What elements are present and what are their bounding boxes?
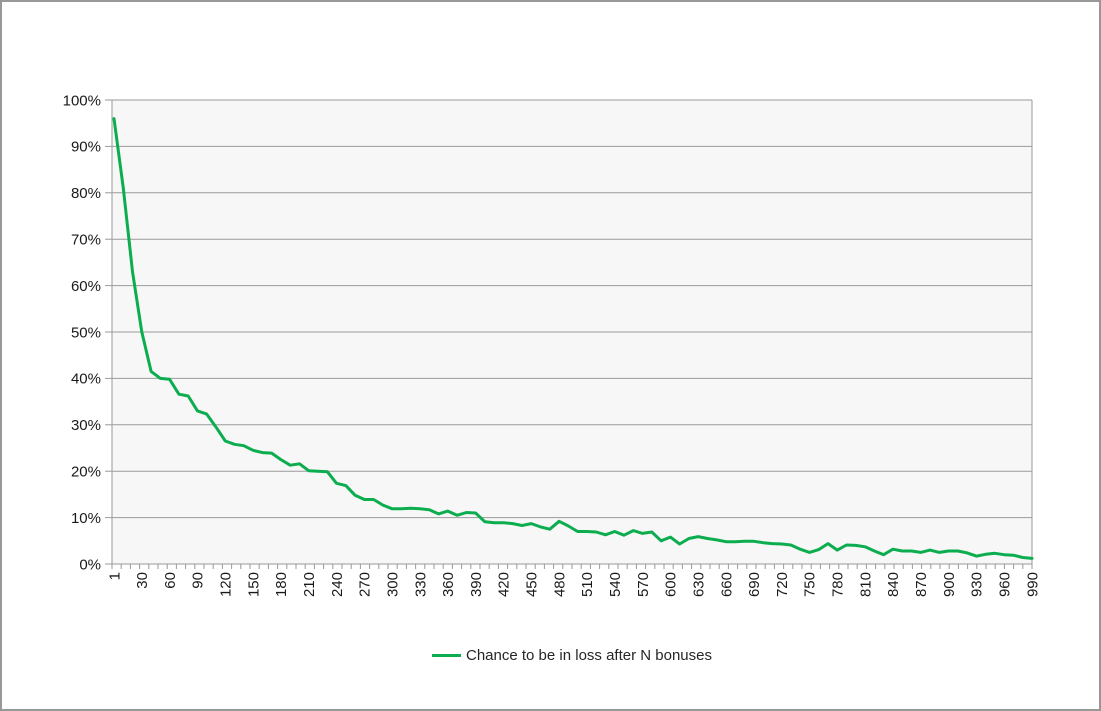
y-axis-label: 100% <box>63 92 101 109</box>
y-axis-label: 90% <box>71 139 101 156</box>
x-axis-label: 750 <box>802 572 819 597</box>
x-axis-label: 660 <box>718 572 735 597</box>
x-axis-label: 600 <box>663 572 680 597</box>
x-axis-label: 930 <box>969 572 986 597</box>
x-axis-label: 960 <box>996 572 1013 597</box>
y-axis-label: 20% <box>71 463 101 480</box>
x-axis-label: 810 <box>857 572 874 597</box>
x-axis-label: 240 <box>329 572 346 597</box>
data-series <box>112 117 1034 560</box>
x-axis-label: 330 <box>412 572 429 597</box>
y-axis-labels: 0% 10% 20% 30% 40% 50% 60% 70% 80% 90% 100% <box>63 92 101 573</box>
y-axis-label: 0% <box>79 556 101 573</box>
x-axis-label: 540 <box>607 572 624 597</box>
y-axis-ticks <box>105 99 112 565</box>
x-axis-label: 990 <box>1024 572 1041 597</box>
x-axis-label: 300 <box>384 572 401 597</box>
y-axis-label: 50% <box>71 324 101 341</box>
x-axis-label: 150 <box>245 572 262 597</box>
x-axis-label: 720 <box>774 572 791 597</box>
x-axis-label: 570 <box>635 572 652 597</box>
x-axis-label: 690 <box>746 572 763 597</box>
y-axis-label: 10% <box>71 510 101 527</box>
x-axis-label: 510 <box>579 572 596 597</box>
y-axis-label: 70% <box>71 231 101 248</box>
x-axis-label: 840 <box>885 572 902 597</box>
x-axis-label: 900 <box>941 572 958 597</box>
x-axis-label: 30 <box>134 572 151 589</box>
y-axis-label: 30% <box>71 417 101 434</box>
x-axis-label: 420 <box>496 572 513 597</box>
y-axis-label: 60% <box>71 278 101 295</box>
x-axis-label: 60 <box>162 572 179 589</box>
x-axis-label: 870 <box>913 572 930 597</box>
series-line <box>112 117 1034 560</box>
x-axis-label: 90 <box>190 572 207 589</box>
x-axis-ticks <box>111 564 1033 569</box>
x-axis-label: 180 <box>273 572 290 597</box>
x-axis-label: 390 <box>468 572 485 597</box>
x-axis-label: 360 <box>440 572 457 597</box>
x-axis-label: 1 <box>106 572 123 580</box>
legend: Chance to be in loss after N bonuses <box>112 642 1032 668</box>
x-axis-label: 480 <box>551 572 568 597</box>
legend-line-icon <box>432 653 461 657</box>
x-axis-label: 630 <box>690 572 707 597</box>
x-axis-label: 450 <box>524 572 541 597</box>
x-axis-labels: 1 30 60 90 120 150 180 210 240 270 300 330 360 390 420… <box>106 572 1041 597</box>
x-axis-label: 210 <box>301 572 318 597</box>
gridlines <box>112 99 1032 565</box>
y-axis-label: 80% <box>71 185 101 202</box>
x-axis-label: 780 <box>830 572 847 597</box>
y-axis-label: 40% <box>71 371 101 388</box>
x-axis-label: 270 <box>357 572 374 597</box>
x-axis-label: 120 <box>218 572 235 597</box>
legend-label: Chance to be in loss after N bonuses <box>466 646 712 664</box>
